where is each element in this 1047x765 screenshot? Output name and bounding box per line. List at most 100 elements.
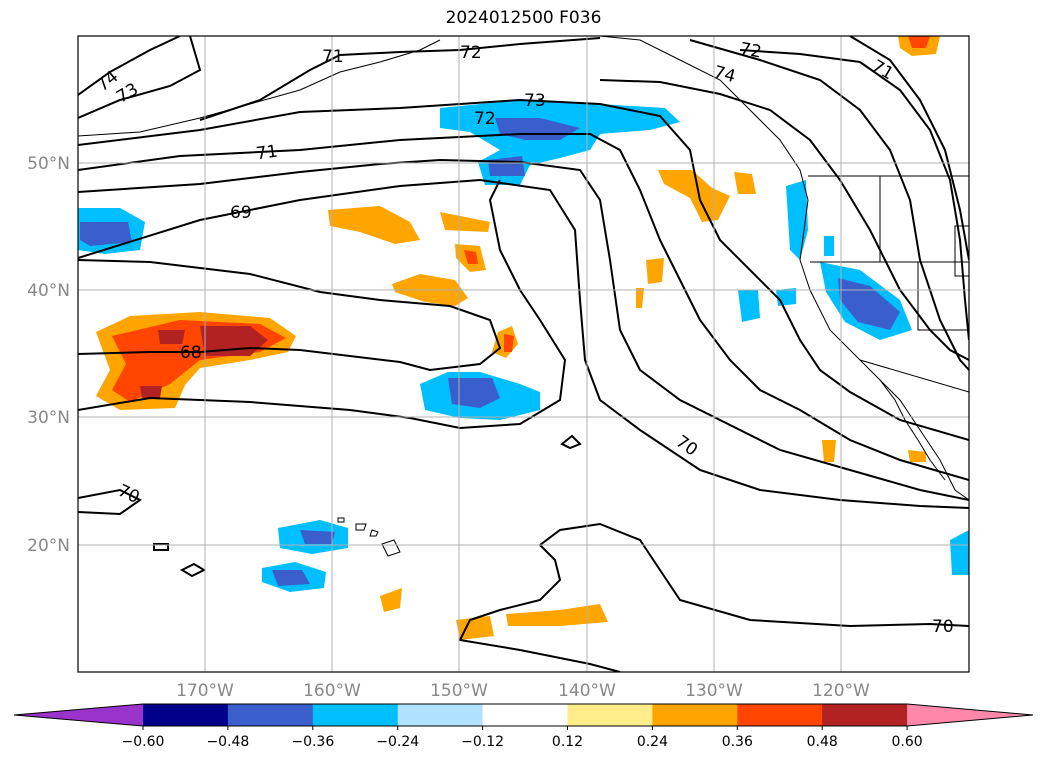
contour-line: [199, 37, 601, 121]
lat-label-20n: 20°N: [27, 536, 70, 556]
longitude-labels: 170°W 160°W 150°W 140°W 130°W 120°W: [176, 681, 870, 701]
anomaly-area: [738, 290, 760, 322]
state-border: [917, 262, 969, 331]
state-border: [954, 225, 969, 277]
anomaly-area: [908, 450, 926, 462]
lon-label-170w: 170°W: [176, 681, 234, 701]
anomaly-area: [950, 530, 969, 575]
colorbar-segment: [567, 704, 653, 726]
map-title: 2024012500 F036: [445, 8, 602, 28]
anomaly-area: [272, 570, 310, 586]
colorbar-extend-high: [907, 704, 1033, 726]
contour-label: 71: [322, 47, 344, 67]
contour-line: [78, 36, 181, 96]
contour-line: [849, 36, 969, 261]
contour-line: [78, 158, 969, 501]
contour-label: 71: [255, 141, 279, 164]
contour-label: 74: [712, 62, 738, 87]
anomaly-area: [658, 170, 730, 222]
contour-line: [599, 79, 969, 361]
contour-line: [689, 39, 969, 371]
map-frame: [77, 35, 970, 673]
coastlines: [78, 36, 969, 578]
contour-label: 71: [868, 56, 897, 84]
anomaly-area: [822, 440, 836, 462]
contour-line: [78, 36, 202, 119]
contour-line: [539, 522, 969, 628]
colorbar-segment: [822, 704, 908, 726]
anomaly-area: [776, 288, 796, 306]
alaska-coast: [78, 39, 441, 137]
lat-label-40n: 40°N: [27, 281, 70, 301]
anomaly-area: [786, 180, 808, 260]
contour-line: [458, 544, 621, 672]
anomaly-area: [158, 330, 185, 344]
anomaly-area: [140, 386, 162, 398]
contour-line: [78, 133, 969, 481]
anomaly-area: [646, 258, 664, 284]
contour-line: [78, 178, 969, 509]
colorbar-segment: [312, 704, 399, 726]
contour-label: 69: [230, 203, 252, 223]
colorbar-tick-label: 0.36: [722, 734, 753, 750]
colorbar-segment: [652, 704, 738, 726]
colorbar-tick-label: −0.24: [376, 734, 419, 750]
anomaly-area: [80, 222, 132, 246]
colorbar-tick-label: −0.48: [206, 734, 249, 750]
contour-label: 70: [114, 481, 142, 508]
small-island: [179, 562, 207, 578]
anomaly-area: [456, 616, 494, 640]
hawaii-island: [337, 517, 345, 523]
contour-line: [78, 488, 142, 516]
lon-label-120w: 120°W: [812, 681, 870, 701]
colorbar-segment: [397, 704, 484, 726]
anomaly-area: [504, 334, 514, 352]
mexico-border: [859, 359, 969, 393]
small-island: [560, 434, 582, 450]
positive-anomaly-areas: [96, 36, 940, 640]
anomaly-area: [464, 250, 478, 264]
colorbar-segment: [482, 704, 568, 726]
contour-label: 72: [474, 109, 496, 129]
colorbar-tick-label: 0.12: [552, 734, 583, 750]
anomaly-area: [636, 288, 644, 308]
lon-label-160w: 160°W: [303, 681, 361, 701]
lon-label-130w: 130°W: [685, 681, 743, 701]
colorbar-segment: [737, 704, 823, 726]
contour-line: [78, 98, 969, 441]
contour-label: 72: [460, 43, 482, 63]
contour-line: [78, 259, 502, 372]
north-america-coast: [599, 36, 969, 501]
colorbar: −0.60 −0.48 −0.36 −0.24 −0.12 0.12 0.24 0.36 0.4…: [13, 703, 1034, 750]
contour-line: [78, 179, 567, 430]
small-island: [153, 543, 169, 551]
colorbar-extend-low: [14, 704, 143, 726]
contour-label: 70: [672, 432, 701, 461]
height-contours: [78, 36, 969, 672]
hawaii-island: [369, 529, 379, 537]
anomaly-area: [824, 236, 834, 256]
lon-label-140w: 140°W: [558, 681, 616, 701]
lat-label-30n: 30°N: [27, 408, 70, 428]
anomaly-area: [506, 604, 608, 626]
colorbar-tick-label: −0.12: [461, 734, 504, 750]
colorbar-tick-label: 0.24: [637, 734, 668, 750]
contour-label: 72: [738, 39, 763, 62]
map-content: 74 73 71 72 73 72 74 72 71 71 69 68 70 7…: [78, 36, 969, 672]
colorbar-tick-label: −0.60: [122, 734, 165, 750]
contour-label: 73: [524, 91, 546, 111]
latitude-labels: 50°N 40°N 30°N 20°N: [27, 154, 70, 556]
lat-label-50n: 50°N: [27, 154, 70, 174]
lon-label-150w: 150°W: [430, 681, 488, 701]
colorbar-segment: [227, 704, 314, 726]
hawaii-island: [381, 539, 401, 557]
anomaly-area: [380, 588, 402, 612]
colorbar-segment: [143, 704, 229, 726]
anomaly-area: [448, 378, 500, 408]
anomaly-area: [440, 212, 490, 232]
gridlines: [78, 36, 969, 672]
hawaii-island: [355, 523, 367, 531]
anomaly-area: [734, 172, 756, 194]
colorbar-tick-label: −0.36: [291, 734, 334, 750]
